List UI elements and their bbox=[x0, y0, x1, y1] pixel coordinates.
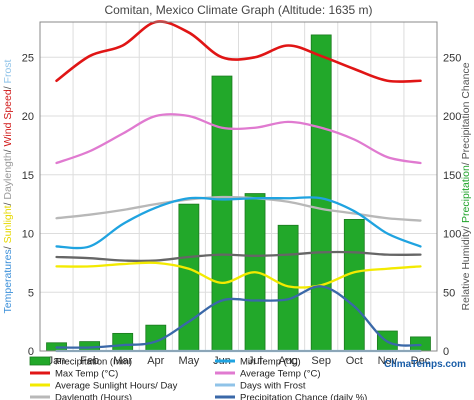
left-tick-label: 10 bbox=[22, 229, 34, 241]
axis-label-part: / bbox=[460, 159, 472, 165]
x-tick-label: Oct bbox=[346, 355, 363, 367]
x-tick-label: May bbox=[178, 355, 199, 367]
x-tick-label: Jan bbox=[48, 355, 66, 367]
x-tick-label: Apr bbox=[147, 355, 164, 367]
right-tick-label: 200 bbox=[443, 111, 461, 123]
axis-label-part: / bbox=[2, 147, 14, 153]
legend: Precipitation (mm) Min Temp (°C) Max Temp … bbox=[29, 356, 367, 400]
legend-label: Precipitation Chance (daily %) bbox=[240, 393, 367, 400]
axis-label-part: / bbox=[2, 83, 14, 89]
plot-frame bbox=[39, 21, 438, 352]
precipitation-bar bbox=[310, 34, 332, 352]
right-axis-label: Relative Humidity/ Precipitation/ Precip… bbox=[460, 62, 472, 310]
x-tick-label: Feb bbox=[80, 355, 99, 367]
axis-label-part: / bbox=[2, 243, 14, 249]
left-tick-label: 25 bbox=[22, 52, 34, 64]
axis-label-part: Wind Speed bbox=[2, 89, 14, 146]
legend-label: Precipitation (mm) bbox=[55, 357, 132, 368]
left-tick-label: 5 bbox=[28, 287, 34, 299]
axis-label-part: Precipitation Chance bbox=[460, 62, 472, 159]
relative-humidity-line bbox=[55, 250, 422, 263]
legend-label: Daylength (Hours) bbox=[55, 393, 132, 400]
series-lines bbox=[55, 20, 422, 353]
grid-lines bbox=[39, 22, 438, 352]
legend-label: Min Temp (°C) bbox=[240, 357, 301, 368]
left-axis-ticks: 0 5 10 15 20 25 bbox=[22, 52, 34, 358]
precipitation-bar bbox=[112, 332, 134, 352]
right-tick-label: 50 bbox=[443, 287, 455, 299]
min-temp-c-line bbox=[55, 196, 422, 250]
left-axis-label: Temperatures/ Sunlight/ Daylength/ Wind … bbox=[2, 59, 14, 313]
x-tick-label: Jul bbox=[248, 355, 262, 367]
legend-label: Max Temp (°C) bbox=[55, 369, 118, 380]
axis-label-part: Frost bbox=[2, 59, 14, 83]
max-temp-c-line bbox=[55, 20, 422, 83]
axis-label-part: Temperatures bbox=[2, 249, 14, 313]
axis-label-part: Daylength bbox=[2, 152, 14, 199]
x-tick-label: Dec bbox=[411, 355, 431, 367]
chart-title: Comitan, Mexico Climate Graph (Altitude:… bbox=[104, 3, 372, 17]
x-tick-label: Mar bbox=[113, 355, 132, 367]
legend-label: Average Sunlight Hours/ Day bbox=[55, 381, 178, 392]
right-tick-label: 100 bbox=[443, 229, 461, 241]
axis-label-part: Relative Humidity bbox=[460, 228, 472, 310]
legend-label: Days with Frost bbox=[240, 381, 306, 392]
x-tick-label: Sep bbox=[311, 355, 331, 367]
precipitation-chance-daily-line bbox=[55, 285, 422, 349]
x-tick-label: Aug bbox=[278, 355, 298, 367]
legend-label: Average Temp (°C) bbox=[240, 369, 321, 380]
legend-swatch bbox=[29, 356, 51, 366]
right-axis-ticks: 0 50 100 150 200 250 bbox=[443, 52, 461, 358]
average-sunlight-hours-day-line bbox=[55, 261, 422, 289]
axis-label-part: Sunlight bbox=[2, 205, 14, 243]
axis-label-part: / bbox=[2, 200, 14, 206]
left-tick-label: 20 bbox=[22, 111, 34, 123]
brand-watermark: ClimaTemps.com bbox=[384, 359, 466, 370]
axis-label-part: / bbox=[460, 223, 472, 229]
precipitation-bar bbox=[410, 336, 431, 352]
right-tick-label: 0 bbox=[443, 346, 449, 358]
axis-label-part: Precipitation bbox=[460, 165, 472, 223]
average-temp-c-line bbox=[55, 113, 422, 165]
right-tick-label: 250 bbox=[443, 52, 461, 64]
precipitation-bar bbox=[211, 75, 233, 352]
right-tick-label: 150 bbox=[443, 170, 461, 182]
left-tick-label: 0 bbox=[28, 346, 34, 358]
x-tick-label: Nov bbox=[378, 355, 398, 367]
precipitation-bar bbox=[178, 203, 200, 352]
left-tick-label: 15 bbox=[22, 170, 34, 182]
precipitation-bar bbox=[343, 218, 365, 352]
